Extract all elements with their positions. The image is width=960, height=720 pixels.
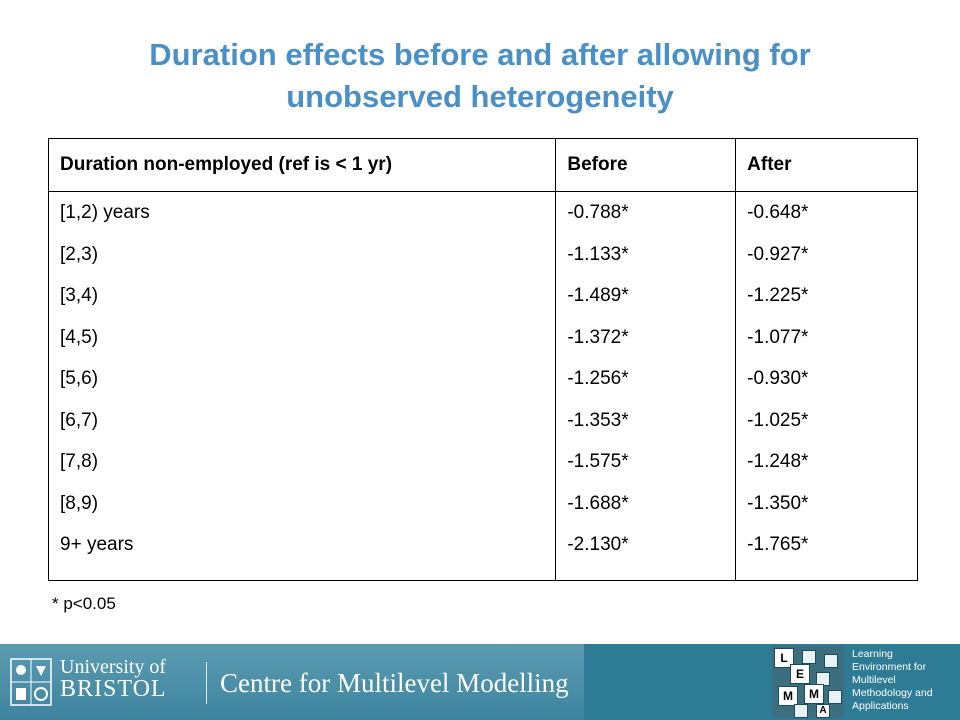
lemma-tile-e: E bbox=[790, 664, 810, 684]
duration-label: [6,7) bbox=[60, 409, 99, 431]
lemma-tile bbox=[794, 704, 808, 718]
after-value: -1.350* bbox=[747, 492, 809, 514]
after-value: -1.225* bbox=[747, 285, 809, 306]
duration-label: [3,4) bbox=[60, 285, 99, 306]
lemma-tile-m2: M bbox=[804, 684, 824, 704]
duration-label: [5,6) bbox=[60, 368, 99, 389]
duration-label: 9+ years bbox=[60, 534, 134, 555]
lemma-line: Environment for bbox=[852, 661, 927, 673]
results-table: Duration non-employed (ref is < 1 yr) Be… bbox=[47, 138, 918, 581]
before-value: -1.575* bbox=[567, 451, 629, 472]
slide-title: Duration effects before and after allowi… bbox=[40, 34, 920, 118]
after-column: -0.648* -0.927* -1.225* -1.077* -0.930* … bbox=[735, 191, 918, 581]
header-before: Before bbox=[555, 138, 737, 192]
lemma-tile bbox=[828, 690, 842, 704]
before-value: -0.788* bbox=[567, 202, 629, 223]
bristol-banner: University of BRISTOL Centre for Multile… bbox=[0, 644, 584, 720]
header-row: Duration non-employed (ref is < 1 yr) Be… bbox=[47, 138, 918, 192]
after-value: -1.077* bbox=[747, 326, 809, 348]
duration-label: [1,2) years bbox=[60, 202, 150, 223]
before-value: -1.353* bbox=[567, 409, 629, 431]
lemma-tile-m: M bbox=[778, 686, 798, 706]
header-after: After bbox=[735, 138, 918, 192]
title-line-1: Duration effects before and after allowi… bbox=[149, 37, 811, 72]
footer-divider bbox=[206, 662, 207, 704]
lemma-wordmark: Learning Environment for Multilevel Meth… bbox=[852, 648, 957, 713]
before-value: -1.489* bbox=[567, 285, 629, 306]
duration-label: [2,3) bbox=[60, 243, 99, 265]
after-value: -1.025* bbox=[747, 409, 809, 431]
header-duration: Duration non-employed (ref is < 1 yr) bbox=[47, 138, 557, 192]
footer-banner: University of BRISTOL Centre for Multile… bbox=[0, 644, 960, 720]
university-line-2: BRISTOL bbox=[60, 676, 167, 702]
duration-label: [4,5) bbox=[60, 326, 99, 348]
lemma-line: Learning bbox=[852, 648, 893, 660]
after-value: -1.248* bbox=[747, 451, 809, 472]
significance-footnote: * p<0.05 bbox=[52, 594, 116, 613]
after-value: -1.765* bbox=[747, 534, 809, 555]
before-value: -1.133* bbox=[567, 243, 629, 265]
lemma-tile bbox=[802, 650, 816, 664]
body-row: [1,2) years [2,3) [3,4) [4,5) [5,6) [6,7… bbox=[47, 191, 918, 581]
before-column: -0.788* -1.133* -1.489* -1.372* -1.256* … bbox=[555, 191, 737, 581]
after-value: -0.648* bbox=[747, 202, 809, 223]
lemma-tile bbox=[824, 654, 838, 668]
lemma-logo-grid: L E M M A bbox=[772, 646, 844, 718]
before-value: -1.256* bbox=[567, 368, 629, 389]
before-value: -2.130* bbox=[567, 534, 629, 555]
after-value: -0.927* bbox=[747, 243, 809, 265]
duration-label: [8,9) bbox=[60, 492, 99, 514]
title-line-2: unobserved heterogeneity bbox=[286, 79, 674, 114]
university-line-1: University of bbox=[60, 656, 167, 678]
duration-label: [7,8) bbox=[60, 451, 99, 472]
duration-column: [1,2) years [2,3) [3,4) [4,5) [5,6) [6,7… bbox=[47, 191, 557, 581]
before-value: -1.372* bbox=[567, 326, 629, 348]
lemma-line: Methodology and bbox=[852, 687, 933, 699]
university-wordmark: University of BRISTOL bbox=[60, 656, 167, 702]
lemma-line: Multilevel bbox=[852, 674, 896, 686]
university-crest-icon bbox=[10, 658, 52, 711]
centre-name: Centre for Multilevel Modelling bbox=[220, 668, 569, 698]
lemma-tile-l: L bbox=[774, 648, 794, 668]
lemma-tile-a: A bbox=[816, 704, 830, 718]
lemma-line: Applications bbox=[852, 700, 909, 712]
before-value: -1.688* bbox=[567, 492, 629, 514]
after-value: -0.930* bbox=[747, 368, 809, 389]
